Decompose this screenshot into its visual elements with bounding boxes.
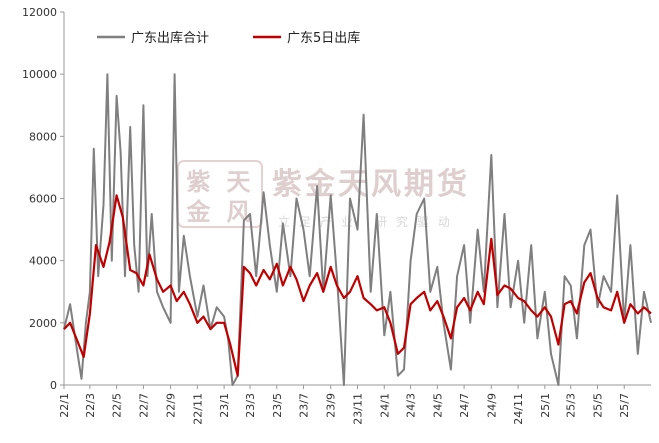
watermark-slogan: 立足产业 研究驱动 (278, 214, 459, 229)
x-tick-label: 24/9 (485, 393, 498, 418)
y-tick-label: 2000 (29, 317, 57, 330)
x-tick-label: 23/3 (244, 393, 257, 418)
x-tick-label: 22/1 (58, 393, 71, 418)
x-axis-ticks: 22/1 22/3 22/5 22/7 22/9 22/11 23/1 23/3 23/5 23/… (58, 385, 631, 425)
x-tick-label: 23/11 (352, 393, 365, 425)
watermark-logo-char-3: 金 (186, 198, 214, 226)
legend-label-series-2: 广东5日出库 (287, 30, 360, 46)
x-tick-label: 25/3 (565, 393, 578, 418)
x-tick-label: 24/3 (405, 393, 418, 418)
y-tick-label: 10000 (22, 68, 57, 81)
x-tick-label: 23/7 (298, 393, 311, 418)
y-tick-label: 12000 (22, 6, 57, 19)
x-tick-label: 23/1 (218, 393, 231, 418)
x-tick-label: 25/1 (539, 393, 552, 418)
x-tick-label: 22/3 (84, 393, 97, 418)
x-tick-label: 23/9 (325, 393, 338, 418)
series-layer (63, 73, 652, 386)
x-tick-label: 25/7 (618, 393, 631, 418)
x-tick-label: 22/5 (111, 393, 124, 418)
y-tick-label: 6000 (29, 193, 57, 206)
y-tick-label: 4000 (29, 255, 57, 268)
watermark-company-name: 紫金天风期货 (272, 167, 470, 202)
x-tick-label: 24/11 (512, 393, 525, 425)
watermark-logo-char-4: 风 (227, 198, 254, 226)
x-tick-label: 24/5 (431, 393, 444, 418)
watermark-logo-char-2: 天 (227, 168, 254, 196)
legend-label-series-1: 广东出库合计 (131, 30, 209, 46)
legend: 广东出库合计 广东5日出库 (97, 30, 360, 46)
y-tick-label: 8000 (29, 130, 57, 143)
x-tick-label: 23/5 (271, 393, 284, 418)
watermark: 紫 天 金 风 紫金天风期货 立足产业 研究驱动 (177, 160, 470, 229)
x-tick-label: 22/11 (191, 393, 204, 425)
x-tick-label: 22/7 (137, 393, 150, 418)
x-tick-label: 25/5 (591, 393, 604, 418)
y-tick-label: 0 (50, 379, 57, 392)
y-axis-ticks: 0 2000 4000 6000 8000 10000 12000 (22, 6, 64, 392)
x-tick-label: 24/1 (378, 393, 391, 418)
x-tick-label: 22/9 (165, 393, 178, 418)
watermark-logo-char-1: 紫 (187, 168, 214, 196)
x-tick-label: 24/7 (458, 393, 471, 418)
watermark-logo-box (177, 160, 263, 228)
series-line-2 (63, 194, 652, 377)
series-line-1 (63, 73, 652, 386)
